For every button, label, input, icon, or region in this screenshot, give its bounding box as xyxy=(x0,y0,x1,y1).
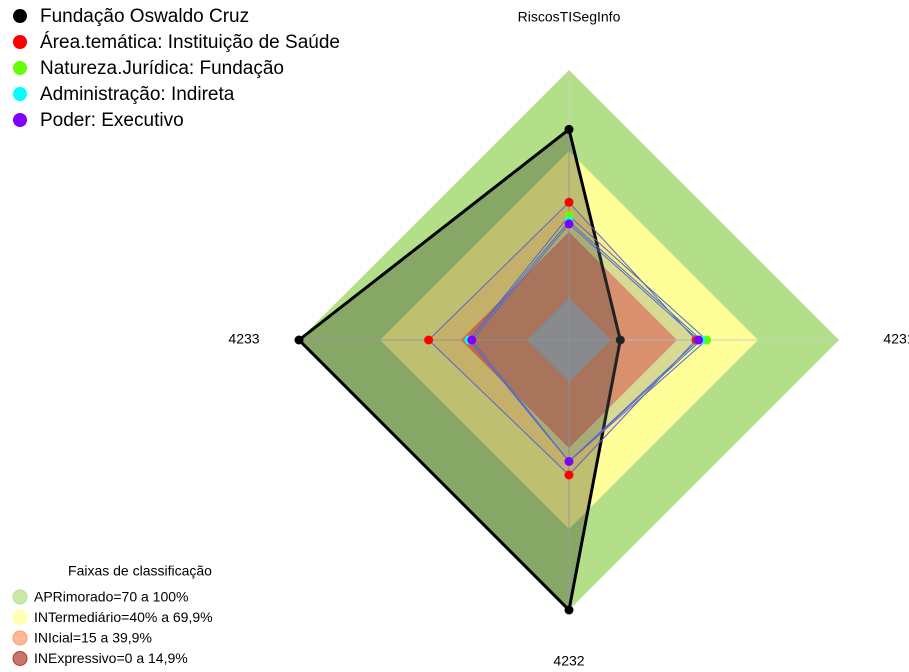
band-legend-marker xyxy=(12,651,28,666)
legend-label: Área.temática: Instituição de Saúde xyxy=(40,32,340,53)
bands-title: Faixas de classificação xyxy=(68,563,212,579)
legend-label: Poder: Executivo xyxy=(40,110,184,131)
legend-marker xyxy=(13,9,27,23)
legend-marker xyxy=(13,87,27,101)
series-point xyxy=(694,335,704,345)
band-legend-label: INExpressivo=0 a 14,9% xyxy=(34,650,188,666)
band-legend-marker xyxy=(12,610,28,625)
axis-label: 4231 xyxy=(883,331,909,347)
series-point xyxy=(564,457,574,466)
band-legend-label: INTermediário=40% a 69,9% xyxy=(34,609,213,625)
legend-label: Natureza.Jurídica: Fundação xyxy=(40,58,284,79)
series-point xyxy=(564,197,574,207)
legend-marker xyxy=(13,61,27,75)
band-legend-marker xyxy=(12,589,28,605)
band-legend-label: INIcial=15 a 39,9% xyxy=(34,630,152,646)
legend-marker xyxy=(13,35,27,49)
series-point xyxy=(564,124,574,134)
band-legend-marker xyxy=(12,630,28,646)
legend-label: Administração: Indireta xyxy=(40,84,235,105)
series-point xyxy=(424,335,434,345)
series-point xyxy=(564,470,574,480)
legend-marker xyxy=(13,113,27,127)
band-legend-label: APRimorado=70 a 100% xyxy=(34,589,189,605)
legend-label: Fundação Oswaldo Cruz xyxy=(40,6,249,27)
series-point xyxy=(564,219,574,229)
axis-label: 4233 xyxy=(228,331,259,347)
series-point xyxy=(615,335,625,345)
axis-label: 4232 xyxy=(553,653,584,669)
series-point xyxy=(564,605,574,615)
series-point xyxy=(467,335,477,345)
axis-label: RiscosTISegInfo xyxy=(518,9,621,25)
series-point xyxy=(294,335,304,345)
